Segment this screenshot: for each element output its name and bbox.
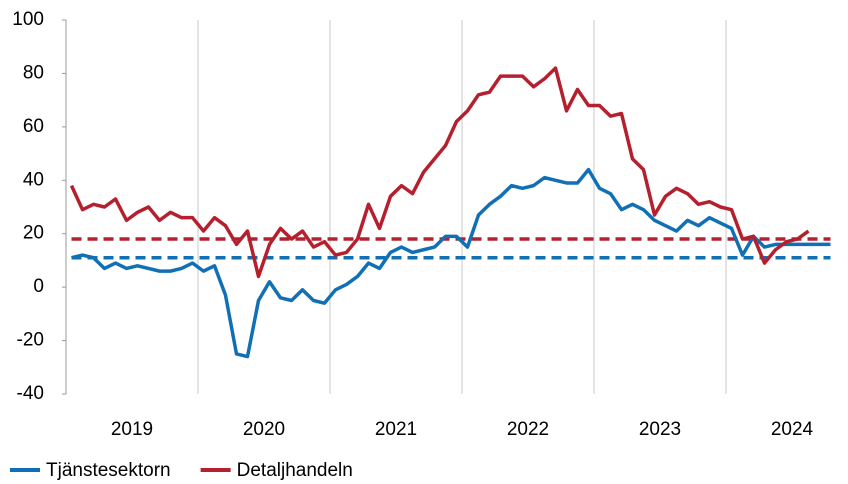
legend-label: Tjänstesektorn xyxy=(46,460,171,481)
series-line xyxy=(69,66,810,279)
x-tick-label: 2020 xyxy=(243,419,285,440)
y-tick-label: 0 xyxy=(33,276,44,297)
x-tick-label: 2021 xyxy=(375,419,417,440)
y-tick-label: 100 xyxy=(12,9,44,30)
y-tick-label: 40 xyxy=(23,169,44,190)
legend-label: Detaljhandeln xyxy=(237,460,353,481)
x-tick-label: 2022 xyxy=(507,419,549,440)
x-tick-label: 2019 xyxy=(111,419,153,440)
y-tick-label: 80 xyxy=(23,62,44,83)
y-tick-label: 60 xyxy=(23,116,44,137)
y-tick-label: -40 xyxy=(17,383,44,404)
y-tick-label: 20 xyxy=(23,223,44,244)
series-line xyxy=(71,167,831,359)
y-tick-label: -20 xyxy=(17,330,44,351)
x-tick-label: 2024 xyxy=(771,419,814,440)
x-tick-label: 2023 xyxy=(639,419,681,440)
